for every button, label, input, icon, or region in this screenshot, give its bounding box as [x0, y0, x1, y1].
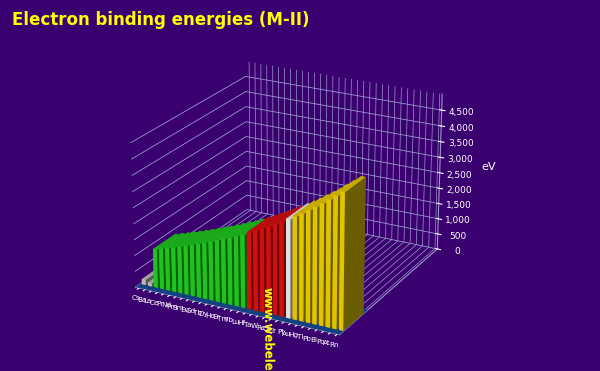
Text: Electron binding energies (M-II): Electron binding energies (M-II): [12, 11, 310, 29]
